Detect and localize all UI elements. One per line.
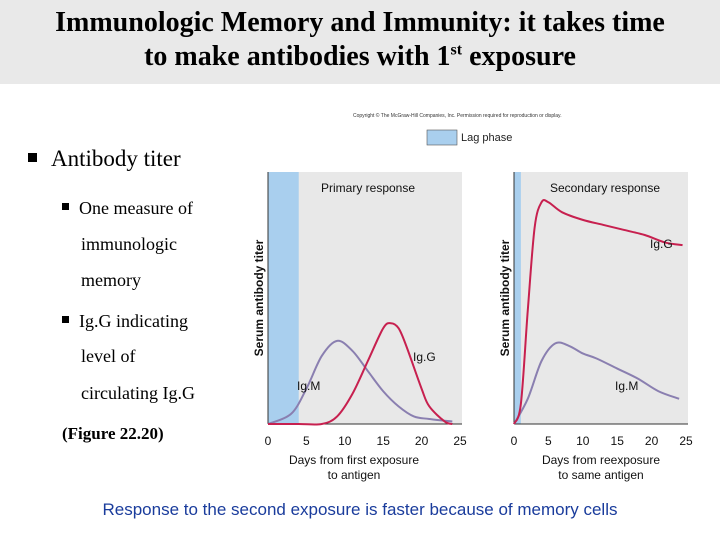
secondary-x-tick-label: 10 [576, 434, 590, 448]
secondary-x-tick-label: 0 [511, 434, 518, 448]
secondary-lag-phase-band [514, 172, 521, 424]
title-line-2-pre: to make antibodies with 1 [144, 41, 451, 72]
primary-x-tick-label: 20 [415, 434, 429, 448]
sub-bullet-2-line-3: circulating Ig.G [81, 383, 195, 403]
secondary-plot-area [514, 172, 688, 424]
lag-phase-legend-swatch [426, 129, 458, 146]
slide-title: Immunologic Memory and Immunity: it take… [0, 6, 720, 74]
sub-bullet-1-line-1: One measure of [79, 198, 193, 218]
secondary-y-axis-label: Serum antibody titer [498, 239, 512, 356]
secondary-x-axis-label-line-2: to same antigen [558, 468, 643, 482]
copyright-notice: Copyright © The McGraw-Hill Companies, I… [353, 113, 562, 119]
bullet-square-icon [62, 203, 69, 211]
primary-igm-curve [267, 339, 453, 425]
primary-response-title: Primary response [321, 181, 415, 195]
title-line-1: Immunologic Memory and Immunity: it take… [55, 7, 665, 38]
primary-plot-area [268, 172, 462, 424]
primary-igm-label: Ig.M [297, 379, 320, 393]
title-line-2: to make antibodies with 1st exposure [0, 40, 720, 74]
sub-bullet-measure: One measure of [62, 198, 193, 219]
primary-y-axis-label: Serum antibody titer [252, 239, 266, 356]
title-superscript: st [450, 41, 463, 59]
sub-bullet-igg: Ig.G indicating [62, 311, 188, 332]
secondary-x-tick-label: 25 [679, 434, 693, 448]
figure-reference: (Figure 22.20) [62, 424, 164, 443]
secondary-x-tick-label: 15 [611, 434, 625, 448]
bullet-main-label: Antibody titer [51, 146, 181, 171]
secondary-igg-label: Ig.G [650, 237, 673, 251]
bullet-square-icon [28, 153, 37, 163]
primary-lag-phase-band [268, 172, 299, 424]
sub-bullet-1-line-3: memory [81, 270, 141, 290]
secondary-igm-label: Ig.M [615, 379, 638, 393]
sub-bullet-1-line-2: immunologic [81, 234, 177, 254]
primary-x-tick-label: 10 [338, 434, 352, 448]
secondary-x-tick-label: 20 [645, 434, 659, 448]
title-line-2-post: exposure [462, 41, 576, 72]
secondary-igm-curve [513, 341, 680, 425]
primary-x-tick-label: 15 [377, 434, 391, 448]
bullet-square-icon [62, 316, 69, 324]
sub-bullet-2-line-1: Ig.G indicating [79, 311, 188, 331]
secondary-x-tick-label: 5 [545, 434, 552, 448]
primary-x-tick-label: 0 [265, 434, 272, 448]
primary-igg-label: Ig.G [413, 350, 436, 364]
secondary-igg-curve [513, 198, 683, 425]
sub-bullet-2-line-2: level of [81, 346, 136, 366]
footer-caption: Response to the second exposure is faste… [102, 500, 618, 519]
primary-x-tick-label: 5 [303, 434, 310, 448]
primary-x-tick-label: 25 [453, 434, 467, 448]
secondary-x-axis-label-line-1: Days from reexposure [542, 453, 660, 467]
lag-phase-legend-label: Lag phase [461, 132, 512, 144]
primary-x-axis-label-line-2: to antigen [328, 468, 381, 482]
primary-igg-curve [268, 322, 453, 426]
primary-x-axis-label-line-1: Days from first exposure [289, 453, 419, 467]
title-bar [0, 0, 720, 84]
secondary-response-title: Secondary response [550, 181, 660, 195]
bullet-antibody-titer: Antibody titer [28, 146, 181, 172]
